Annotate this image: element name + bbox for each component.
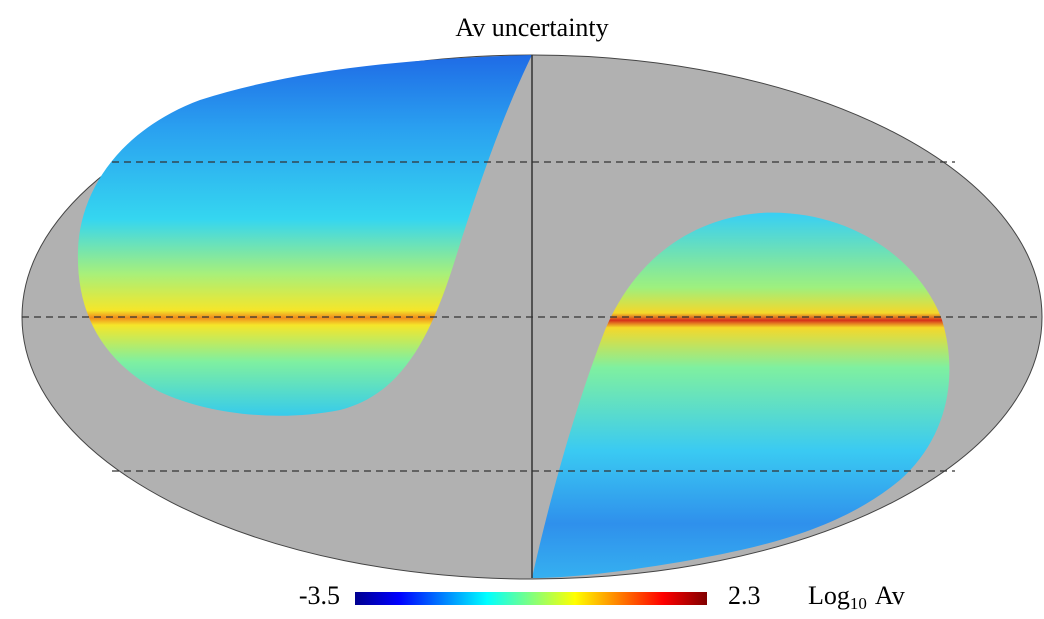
colorbar-max: 2.3 (728, 581, 761, 610)
colorbar-min: -3.5 (299, 581, 340, 610)
colorbar-label-sub: 10 (850, 594, 867, 613)
data-region-right (532, 212, 950, 578)
data-region-left (77, 55, 532, 416)
colorbar-label-unit: Av (875, 581, 905, 610)
colorbar (355, 592, 707, 605)
colorbar-label: Log10 Av (808, 581, 905, 613)
map-title: Av uncertainty (455, 13, 608, 42)
colorbar-label-base: Log (808, 581, 850, 610)
